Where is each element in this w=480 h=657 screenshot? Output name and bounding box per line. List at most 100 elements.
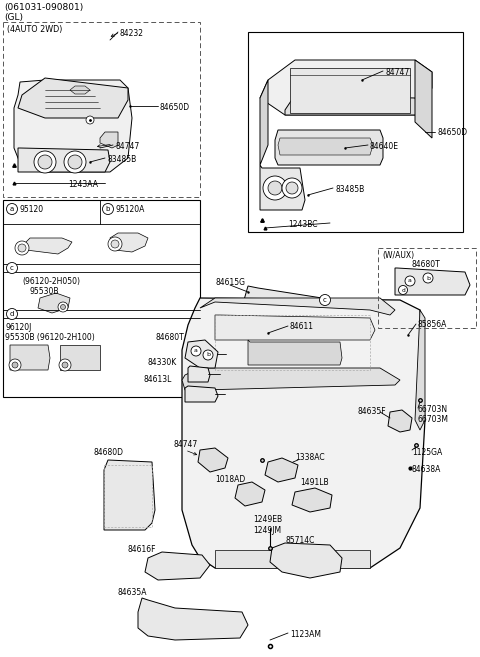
Polygon shape (215, 550, 370, 568)
Polygon shape (185, 340, 218, 368)
Polygon shape (22, 238, 72, 254)
Text: 84635F: 84635F (358, 407, 386, 416)
Polygon shape (110, 233, 148, 252)
Text: 1491LB: 1491LB (300, 478, 329, 487)
Circle shape (7, 309, 17, 319)
Text: 84747: 84747 (115, 142, 139, 151)
Polygon shape (260, 165, 305, 210)
Circle shape (18, 244, 26, 252)
Bar (248, 32, 463, 232)
Circle shape (58, 302, 68, 312)
Polygon shape (285, 95, 420, 115)
Text: 85714C: 85714C (285, 536, 314, 545)
Text: a: a (194, 348, 198, 353)
Text: 84650D: 84650D (160, 103, 190, 112)
Circle shape (7, 204, 17, 214)
Polygon shape (388, 410, 412, 432)
Polygon shape (182, 298, 425, 568)
Text: 84613L: 84613L (143, 375, 171, 384)
Polygon shape (415, 60, 432, 138)
Text: (061031-090801): (061031-090801) (4, 3, 83, 12)
Bar (215, 315, 370, 370)
Polygon shape (182, 368, 400, 390)
Text: c: c (10, 265, 14, 271)
Text: 95530B: 95530B (30, 287, 60, 296)
Circle shape (398, 286, 408, 294)
Text: 84616F: 84616F (128, 545, 156, 554)
Text: 1338AC: 1338AC (295, 453, 324, 462)
Text: 85856A: 85856A (418, 320, 447, 329)
Bar (378, 248, 476, 328)
Text: 96120J: 96120J (5, 323, 31, 332)
Circle shape (86, 116, 94, 124)
Polygon shape (100, 132, 118, 148)
Polygon shape (14, 80, 132, 172)
Text: (GL): (GL) (4, 13, 23, 22)
Polygon shape (235, 482, 265, 506)
Polygon shape (185, 386, 218, 402)
Circle shape (423, 273, 433, 283)
Bar (3, 22, 200, 197)
Text: 84747: 84747 (173, 440, 197, 449)
Text: 84680T: 84680T (155, 333, 184, 342)
Circle shape (191, 346, 201, 356)
Circle shape (286, 182, 298, 194)
Text: 84680D: 84680D (93, 448, 123, 457)
Text: (4AUTO 2WD): (4AUTO 2WD) (7, 25, 62, 34)
Bar (104, 465, 152, 527)
Text: 83485B: 83485B (107, 155, 136, 164)
Text: 84650D: 84650D (437, 128, 467, 137)
Polygon shape (138, 598, 248, 640)
Circle shape (282, 178, 302, 198)
Circle shape (9, 359, 21, 371)
Polygon shape (18, 78, 128, 118)
Polygon shape (244, 286, 322, 308)
Polygon shape (188, 366, 210, 382)
Circle shape (62, 362, 68, 368)
Text: 84232: 84232 (120, 29, 144, 38)
Text: b: b (426, 275, 430, 281)
Text: 95120A: 95120A (116, 205, 145, 214)
Text: 1249JM: 1249JM (253, 526, 281, 535)
Circle shape (203, 350, 213, 360)
Circle shape (68, 155, 82, 169)
Circle shape (111, 240, 119, 248)
Circle shape (60, 304, 65, 309)
Circle shape (320, 294, 331, 306)
Circle shape (59, 359, 71, 371)
Text: (96120-2H050): (96120-2H050) (22, 277, 80, 286)
Text: 84330K: 84330K (148, 358, 177, 367)
Polygon shape (198, 448, 228, 472)
Text: 84680T: 84680T (412, 260, 441, 269)
Text: 1243AA: 1243AA (68, 180, 98, 189)
Text: (W/AUX): (W/AUX) (382, 251, 414, 260)
Circle shape (268, 181, 282, 195)
Text: 84611: 84611 (290, 322, 314, 331)
Polygon shape (70, 86, 90, 94)
Circle shape (15, 241, 29, 255)
Text: b: b (106, 206, 110, 212)
Polygon shape (60, 345, 100, 370)
Text: a: a (10, 206, 14, 212)
Text: c: c (323, 297, 327, 303)
Text: 66703N: 66703N (418, 405, 448, 414)
Circle shape (64, 151, 86, 173)
Polygon shape (10, 345, 50, 370)
Text: 1249EB: 1249EB (253, 515, 282, 524)
Circle shape (34, 151, 56, 173)
Text: 84635A: 84635A (118, 588, 147, 597)
Circle shape (103, 204, 113, 214)
Text: d: d (10, 311, 14, 317)
Polygon shape (415, 310, 425, 430)
Polygon shape (145, 552, 210, 580)
Text: 1123AM: 1123AM (290, 630, 321, 639)
Bar (3, 200, 200, 397)
Polygon shape (38, 293, 70, 313)
Circle shape (38, 155, 52, 169)
Circle shape (108, 237, 122, 251)
Text: 66703M: 66703M (418, 415, 449, 424)
Polygon shape (278, 138, 373, 155)
Text: d: d (401, 288, 405, 292)
Polygon shape (292, 488, 332, 512)
Text: 83485B: 83485B (335, 185, 364, 194)
